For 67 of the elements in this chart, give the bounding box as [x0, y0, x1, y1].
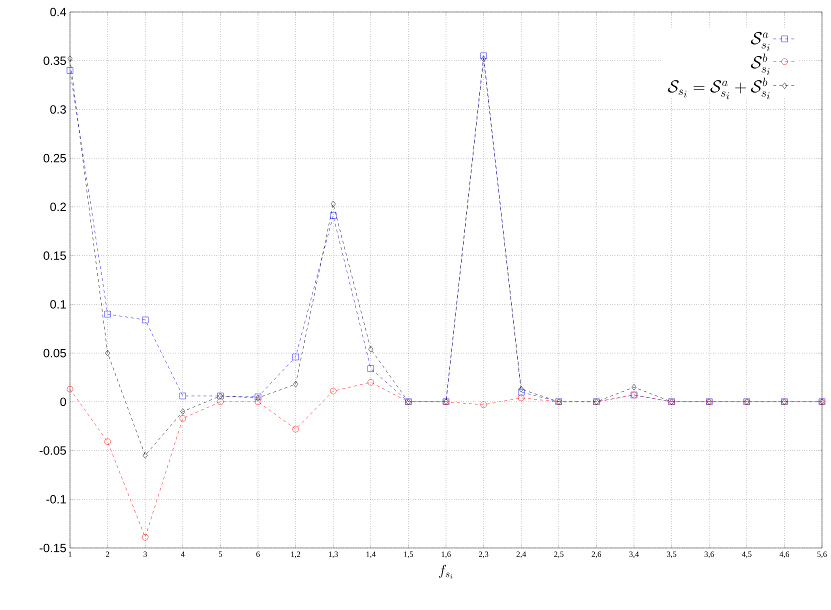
point [66, 67, 74, 74]
legend-label: $\mathcal{S}^b_{s_i}$ [750, 54, 770, 76]
point [292, 354, 299, 360]
point [292, 426, 299, 432]
point [481, 56, 486, 62]
y-tick-label: -0.1 [46, 495, 66, 504]
y-tick-label: 0.25 [44, 154, 66, 162]
x-tick-label: 2,4 [516, 552, 526, 558]
legend-label: $\mathcal{S}_{s_i}=\mathcal{S}^a_{s_i}+\mathcal{S}^b_{s_i}$ [668, 78, 770, 100]
x-tick-label: 5,6 [817, 552, 827, 558]
point [368, 365, 374, 372]
x-tick-label: 2,5 [554, 552, 564, 558]
y-tick-label: 0.35 [44, 56, 66, 65]
x-tick-label: 1,6 [442, 552, 451, 558]
y-tick-label: -0.05 [40, 446, 66, 455]
y-tick-label: 0.1 [50, 300, 66, 309]
x-tick-label: 2 [106, 552, 110, 557]
x-tick-label: 3 [144, 552, 147, 557]
x-tick-label: 6 [256, 552, 260, 557]
point [142, 534, 148, 540]
point [518, 386, 524, 392]
x-tick-label: 3,5 [666, 552, 676, 558]
point [368, 346, 374, 352]
point [480, 52, 487, 60]
x-tick-label: 5 [218, 552, 222, 557]
x-tick-label: 1,3 [328, 552, 338, 558]
x-tick-label: 1,5 [404, 552, 414, 558]
point [180, 415, 186, 422]
legend-label: $\mathcal{S}^a_{s_i}$ [750, 32, 770, 51]
point [217, 398, 224, 406]
point [518, 394, 524, 402]
point [180, 392, 186, 400]
point [66, 386, 74, 392]
point [632, 384, 636, 390]
point [104, 310, 111, 318]
point [330, 388, 336, 394]
x-tick-label: 1 [68, 552, 72, 557]
x-tick-label: 2,3 [478, 552, 488, 558]
point [142, 452, 148, 459]
y-tick-label: 0 [60, 398, 66, 406]
point [330, 212, 336, 219]
x-tick-label: 3,4 [629, 552, 639, 558]
x-tick-label: 1,2 [291, 552, 300, 558]
point [105, 350, 110, 356]
point [142, 316, 148, 324]
y-tick-label: 0.15 [44, 251, 66, 260]
y-tick-label: 0.05 [44, 348, 66, 358]
x-tick-label: 4,5 [742, 552, 752, 558]
point [68, 56, 72, 62]
x-axis-title: $f_{s_i}$ [439, 564, 452, 579]
point [518, 388, 524, 396]
point [330, 200, 336, 208]
y-tick-label: 0.3 [50, 105, 66, 114]
point [254, 398, 262, 406]
x-tick-label: 4,6 [780, 552, 790, 558]
point [104, 438, 111, 445]
x-tick-label: 1,4 [366, 552, 376, 558]
x-tick-label: 2,6 [592, 552, 602, 558]
y-tick-label: 0.2 [50, 202, 66, 212]
y-tick-label: -0.15 [40, 544, 66, 552]
point [480, 402, 487, 408]
point [368, 379, 374, 386]
y-tick-label: 0.4 [50, 8, 66, 16]
point [293, 381, 298, 388]
x-tick-label: 4 [180, 552, 185, 557]
point [180, 408, 186, 415]
x-tick-label: 3,6 [704, 552, 714, 558]
